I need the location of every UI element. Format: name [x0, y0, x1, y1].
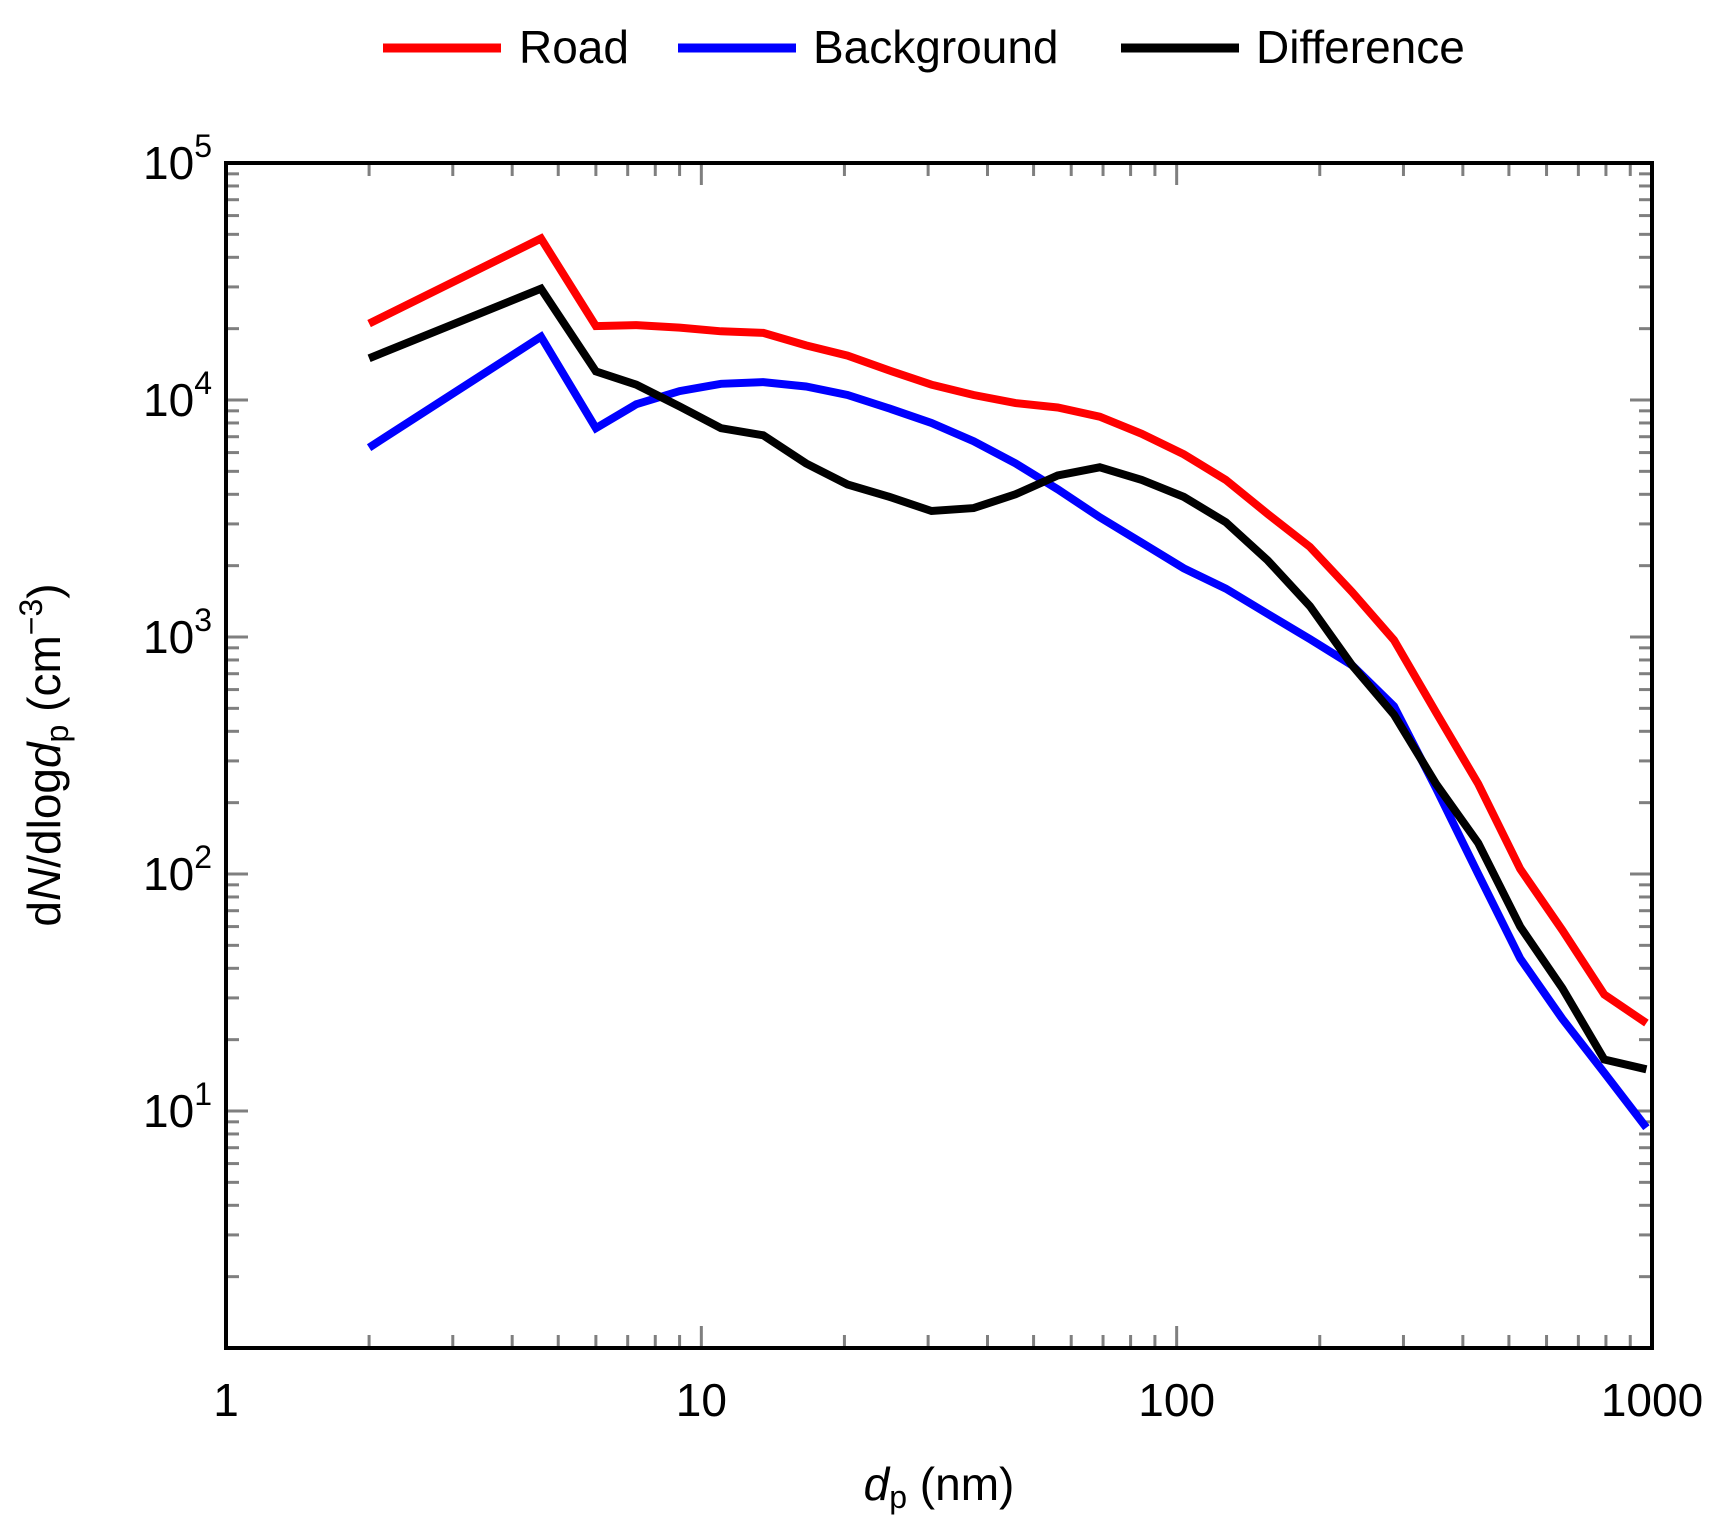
- y-axis-label-close: ): [18, 583, 70, 598]
- x-tick-label: 10: [676, 1374, 727, 1426]
- x-axis-label-unit: (nm): [907, 1458, 1014, 1510]
- y-tick-label-exp: 3: [194, 602, 212, 638]
- y-axis-label: dN/dlogdp (cm−3): [13, 583, 75, 926]
- plot-frame: [224, 161, 1654, 1350]
- y-tick-label-exp: 5: [194, 128, 212, 164]
- y-axis-label-post: (cm: [18, 635, 70, 724]
- series-layer: [366, 233, 1650, 1131]
- y-tick-label-base: 10: [143, 611, 194, 663]
- x-tick-label: 1: [213, 1374, 239, 1426]
- y-axis-label-sub: p: [39, 725, 75, 743]
- y-axis-label-italic: N: [18, 867, 70, 901]
- x-tick-label: 100: [1138, 1374, 1215, 1426]
- legend-label-difference: Difference: [1256, 21, 1465, 73]
- y-tick-label: 101: [143, 1076, 212, 1137]
- y-tick-label-base: 10: [143, 848, 194, 900]
- y-tick-label-base: 10: [143, 374, 194, 426]
- y-tick-label-exp: 1: [194, 1076, 212, 1112]
- y-tick-label: 105: [143, 128, 212, 189]
- y-tick-label-base: 10: [143, 1085, 194, 1137]
- x-axis-label: dp (nm): [864, 1458, 1015, 1515]
- series-line-background: [366, 331, 1650, 1131]
- y-tick-label-exp: 4: [194, 365, 212, 401]
- legend-label-background: Background: [813, 21, 1059, 73]
- y-axis-label-pre: d: [18, 901, 70, 927]
- y-axis-label-sup: −3: [13, 599, 49, 635]
- minor-ticks: [226, 163, 1652, 1348]
- series-line-road: [367, 233, 1649, 1027]
- legend: Road Background Difference: [383, 21, 1465, 73]
- y-tick-label-base: 10: [143, 137, 194, 189]
- y-tick-label-exp: 2: [194, 839, 212, 875]
- y-axis-label-mid: /dlog: [18, 768, 70, 868]
- y-tick-label: 104: [143, 365, 212, 426]
- y-tick-label: 102: [143, 839, 212, 900]
- y-axis-label-italic2: d: [18, 741, 70, 768]
- x-axis-label-sub: p: [889, 1479, 907, 1515]
- x-tick-label: 1000: [1601, 1374, 1703, 1426]
- x-axis-label-main: d: [864, 1458, 891, 1510]
- legend-label-road: Road: [519, 21, 629, 73]
- y-tick-label: 103: [143, 602, 212, 663]
- series-line-difference: [367, 283, 1648, 1074]
- x-tick-labels: 1 10 100 1000: [213, 1374, 1703, 1426]
